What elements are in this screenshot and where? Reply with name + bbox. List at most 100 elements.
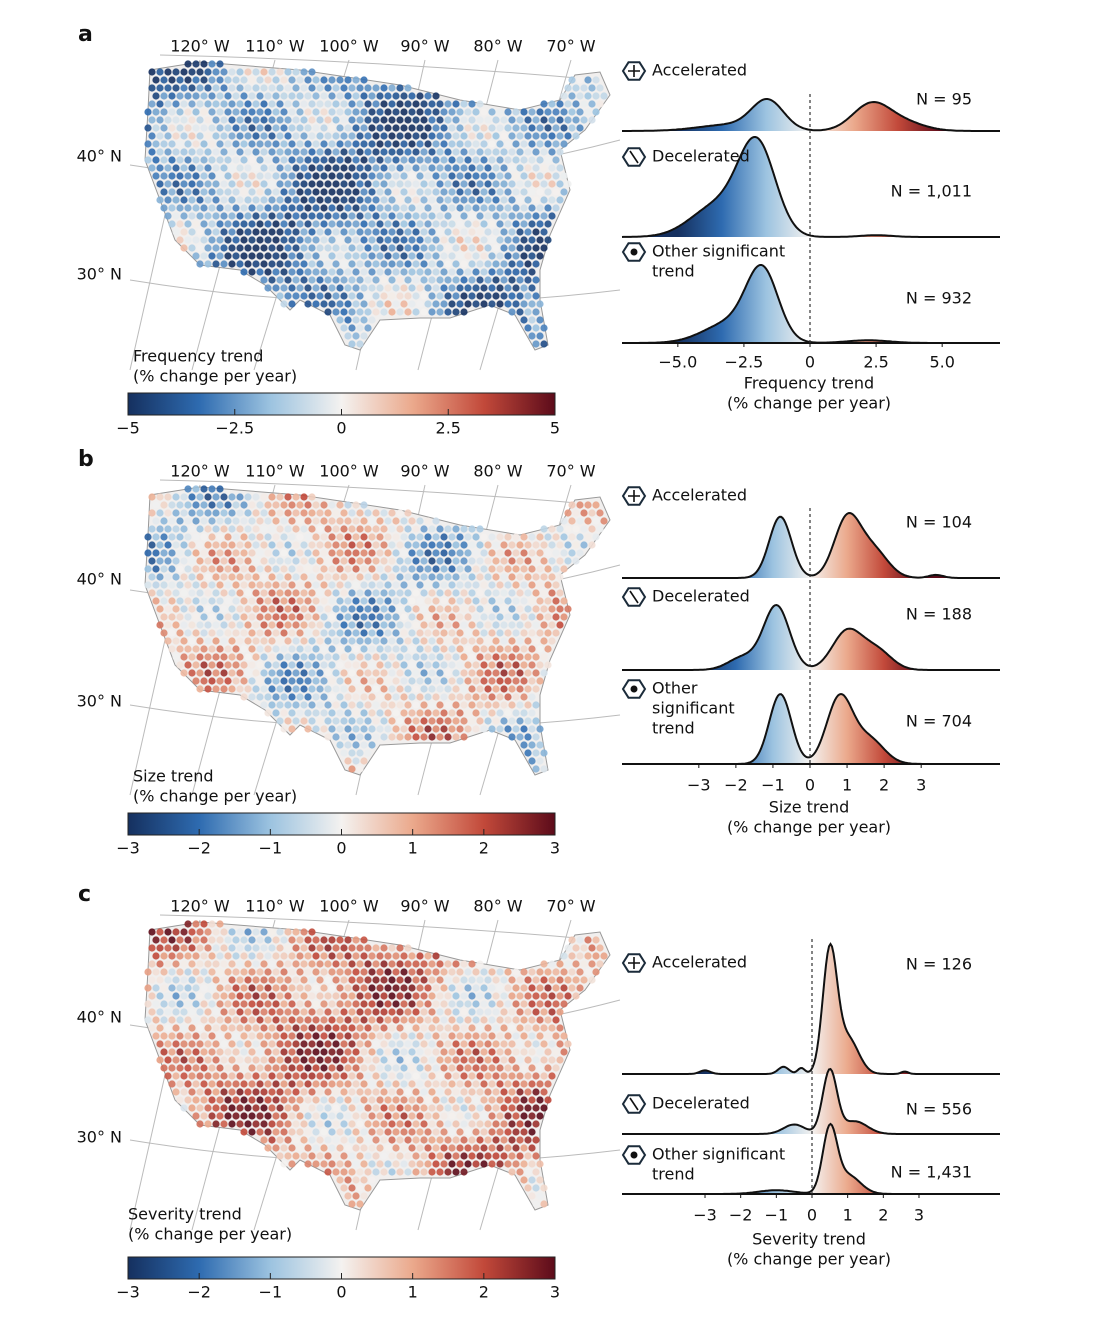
map-cell bbox=[224, 156, 232, 164]
map-cell bbox=[268, 276, 276, 284]
map-cell bbox=[180, 100, 188, 108]
map-cell bbox=[180, 148, 188, 156]
map-cell bbox=[276, 1088, 284, 1096]
map-cell bbox=[300, 180, 308, 188]
map-cell bbox=[496, 1128, 504, 1136]
map-cell bbox=[336, 952, 344, 960]
map-cell bbox=[228, 525, 236, 533]
map-cell bbox=[256, 533, 264, 541]
map-cell bbox=[536, 613, 544, 621]
map-cell bbox=[168, 188, 176, 196]
map-cell bbox=[220, 493, 228, 501]
map-cell bbox=[456, 613, 464, 621]
map-cell bbox=[304, 517, 312, 525]
map-cell bbox=[240, 517, 248, 525]
map-cell bbox=[576, 968, 584, 976]
map-cell bbox=[492, 557, 500, 565]
map-cell bbox=[444, 992, 452, 1000]
map-cell bbox=[240, 629, 248, 637]
map-cell bbox=[408, 1080, 416, 1088]
map-cell bbox=[444, 541, 452, 549]
map-cell bbox=[212, 509, 220, 517]
map-cell bbox=[288, 709, 296, 717]
colorbar-title: (% change per year) bbox=[133, 367, 297, 386]
map-cell bbox=[332, 212, 340, 220]
map-cell bbox=[468, 1104, 476, 1112]
map-cell bbox=[200, 220, 208, 228]
map-cell bbox=[288, 645, 296, 653]
map-cell bbox=[432, 597, 440, 605]
map-cell bbox=[308, 976, 316, 984]
map-cell bbox=[504, 1032, 512, 1040]
map-cell bbox=[448, 140, 456, 148]
map-cell bbox=[284, 605, 292, 613]
map-cell bbox=[404, 1088, 412, 1096]
map-cell bbox=[408, 693, 416, 701]
map-cell bbox=[420, 589, 428, 597]
map-cell bbox=[172, 589, 180, 597]
map-cell bbox=[280, 1160, 288, 1168]
map-cell bbox=[392, 613, 400, 621]
map-cell bbox=[240, 140, 248, 148]
map-cell bbox=[292, 276, 300, 284]
map-cell bbox=[524, 1088, 532, 1096]
map-cell bbox=[512, 220, 520, 228]
map-cell bbox=[468, 148, 476, 156]
map-cell bbox=[396, 621, 404, 629]
map-cell bbox=[252, 196, 260, 204]
map-cell bbox=[244, 196, 252, 204]
map-cell bbox=[332, 701, 340, 709]
map-cell bbox=[292, 685, 300, 693]
map-cell bbox=[388, 1152, 396, 1160]
map-cell bbox=[452, 992, 460, 1000]
map-cell bbox=[352, 936, 360, 944]
map-cell bbox=[592, 517, 600, 525]
map-cell bbox=[344, 501, 352, 509]
map-cell bbox=[484, 541, 492, 549]
map-cell bbox=[296, 1144, 304, 1152]
map-cell bbox=[412, 1136, 420, 1144]
map-cell bbox=[308, 100, 316, 108]
map-cell bbox=[328, 984, 336, 992]
map-cell bbox=[352, 709, 360, 717]
map-cell bbox=[520, 1032, 528, 1040]
map-cell bbox=[236, 116, 244, 124]
map-cell bbox=[196, 1120, 204, 1128]
map-cell bbox=[212, 525, 220, 533]
map-cell bbox=[156, 944, 164, 952]
map-cell bbox=[284, 244, 292, 252]
map-cell bbox=[408, 629, 416, 637]
map-cell bbox=[220, 541, 228, 549]
map-cell bbox=[196, 84, 204, 92]
map-cell bbox=[340, 1008, 348, 1016]
map-cell bbox=[548, 960, 556, 968]
map-cell bbox=[336, 268, 344, 276]
map-cell bbox=[576, 76, 584, 84]
map-cell bbox=[492, 621, 500, 629]
group-name: Accelerated bbox=[652, 486, 747, 505]
map-cell bbox=[260, 244, 268, 252]
map-cell bbox=[432, 300, 440, 308]
map-cell bbox=[212, 1008, 220, 1016]
map-cell bbox=[184, 984, 192, 992]
map-cell bbox=[436, 605, 444, 613]
map-cell bbox=[520, 741, 528, 749]
map-cell bbox=[164, 493, 172, 501]
map-cell bbox=[336, 236, 344, 244]
map-cell bbox=[296, 565, 304, 573]
map-cell bbox=[224, 124, 232, 132]
map-cell bbox=[276, 1072, 284, 1080]
map-cell bbox=[372, 1040, 380, 1048]
map-cell bbox=[176, 984, 184, 992]
map-cell bbox=[560, 124, 568, 132]
map-cell bbox=[336, 597, 344, 605]
map-cell bbox=[364, 244, 372, 252]
map-cell bbox=[216, 645, 224, 653]
map-cell bbox=[324, 669, 332, 677]
map-cell bbox=[448, 1032, 456, 1040]
map-cell bbox=[364, 132, 372, 140]
map-cell bbox=[192, 645, 200, 653]
map-cell bbox=[464, 1016, 472, 1024]
map-cell bbox=[484, 116, 492, 124]
map-cell bbox=[284, 260, 292, 268]
